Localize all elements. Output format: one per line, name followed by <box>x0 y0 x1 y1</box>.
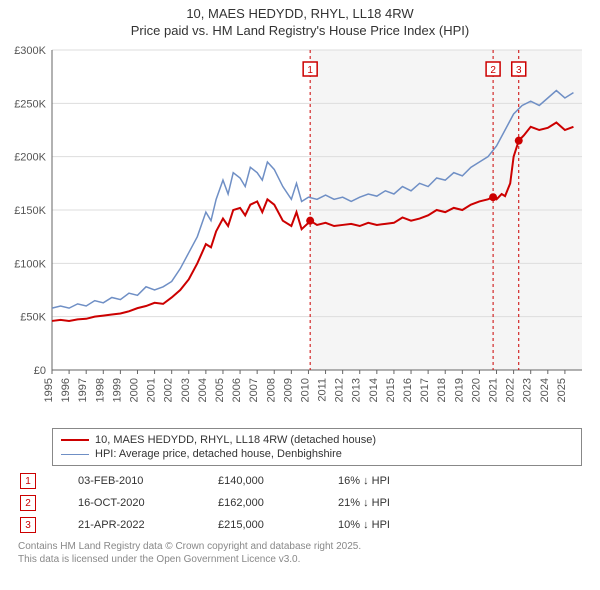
x-tick-label: 2013 <box>351 378 363 402</box>
x-tick-label: 2025 <box>556 378 568 402</box>
x-tick-label: 2014 <box>368 378 380 402</box>
sale-diff: 21% ↓ HPI <box>338 497 458 509</box>
sale-date: 03-FEB-2010 <box>78 475 218 487</box>
x-tick-label: 2002 <box>163 378 175 402</box>
y-tick-label: £250K <box>14 98 46 110</box>
x-tick-label: 2005 <box>214 378 226 402</box>
legend-row: HPI: Average price, detached house, Denb… <box>61 447 573 461</box>
x-tick-label: 2001 <box>146 378 158 402</box>
legend-label: HPI: Average price, detached house, Denb… <box>95 448 342 460</box>
x-tick-label: 2021 <box>488 378 500 402</box>
y-tick-label: £50K <box>20 312 46 324</box>
sale-diff: 10% ↓ HPI <box>338 519 458 531</box>
x-tick-label: 2008 <box>265 378 277 402</box>
x-tick-label: 1997 <box>77 378 89 402</box>
sale-row-marker: 3 <box>20 517 36 533</box>
x-tick-label: 2010 <box>299 378 311 402</box>
sale-row-marker: 1 <box>20 473 36 489</box>
x-tick-label: 2022 <box>505 378 517 402</box>
y-tick-label: £200K <box>14 152 46 164</box>
legend-box: 10, MAES HEDYDD, RHYL, LL18 4RW (detache… <box>52 428 582 466</box>
y-tick-label: £300K <box>14 45 46 57</box>
y-tick-label: £100K <box>14 258 46 270</box>
chart-container: 10, MAES HEDYDD, RHYL, LL18 4RW Price pa… <box>0 0 600 590</box>
chart-title-line1: 10, MAES HEDYDD, RHYL, LL18 4RW <box>0 0 600 21</box>
x-tick-label: 2023 <box>522 378 534 402</box>
x-tick-label: 2018 <box>436 378 448 402</box>
sales-table: 1 03-FEB-2010£140,00016% ↓ HPI 2 16-OCT-202… <box>18 470 582 536</box>
sale-date: 21-APR-2022 <box>78 519 218 531</box>
sale-diff: 16% ↓ HPI <box>338 475 458 487</box>
x-tick-label: 2020 <box>470 378 482 402</box>
legend-label: 10, MAES HEDYDD, RHYL, LL18 4RW (detache… <box>95 434 376 446</box>
x-tick-label: 1995 <box>43 378 55 402</box>
x-tick-label: 1999 <box>111 378 123 402</box>
x-tick-label: 2019 <box>453 378 465 402</box>
attribution-line2: This data is licensed under the Open Gov… <box>18 553 582 566</box>
legend-row: 10, MAES HEDYDD, RHYL, LL18 4RW (detache… <box>61 433 573 447</box>
chart-plot-area: £0 £50K £100K £150K £200K £250K £300K 1995 1996 1… <box>0 42 600 422</box>
x-tick-label: 2011 <box>317 378 329 402</box>
sale-date: 16-OCT-2020 <box>78 497 218 509</box>
x-tick-label: 2015 <box>385 378 397 402</box>
sale-price: £140,000 <box>218 475 338 487</box>
legend-swatch <box>61 454 89 455</box>
x-tick-label: 2007 <box>248 378 260 402</box>
x-tick-label: 2024 <box>539 378 551 402</box>
chart-title-line2: Price paid vs. HM Land Registry's House … <box>0 21 600 42</box>
y-tick-label: £0 <box>34 365 46 377</box>
x-tick-label: 2004 <box>197 378 209 402</box>
y-tick-label: £150K <box>14 205 46 217</box>
attribution-text: Contains HM Land Registry data © Crown c… <box>18 540 582 566</box>
sale-row-marker: 2 <box>20 495 36 511</box>
sale-row: 3 21-APR-2022£215,00010% ↓ HPI <box>18 514 582 536</box>
x-tick-label: 1998 <box>94 378 106 402</box>
sale-price: £215,000 <box>218 519 338 531</box>
legend-swatch <box>61 439 89 441</box>
x-tick-label: 2009 <box>282 378 294 402</box>
sale-row: 2 16-OCT-2020£162,00021% ↓ HPI <box>18 492 582 514</box>
x-tick-label: 2006 <box>231 378 243 402</box>
sale-flag-number: 2 <box>490 65 496 76</box>
x-tick-label: 2012 <box>334 378 346 402</box>
x-tick-label: 2003 <box>180 378 192 402</box>
x-tick-label: 2000 <box>128 378 140 402</box>
x-tick-label: 2016 <box>402 378 414 402</box>
sale-flag-number: 3 <box>516 65 522 76</box>
attribution-line1: Contains HM Land Registry data © Crown c… <box>18 540 582 553</box>
sale-price: £162,000 <box>218 497 338 509</box>
sale-flag-number: 1 <box>307 65 313 76</box>
chart-svg: £0 £50K £100K £150K £200K £250K £300K 1995 1996 1… <box>0 42 600 422</box>
x-tick-label: 2017 <box>419 378 431 402</box>
sale-row: 1 03-FEB-2010£140,00016% ↓ HPI <box>18 470 582 492</box>
x-tick-label: 1996 <box>60 378 72 402</box>
